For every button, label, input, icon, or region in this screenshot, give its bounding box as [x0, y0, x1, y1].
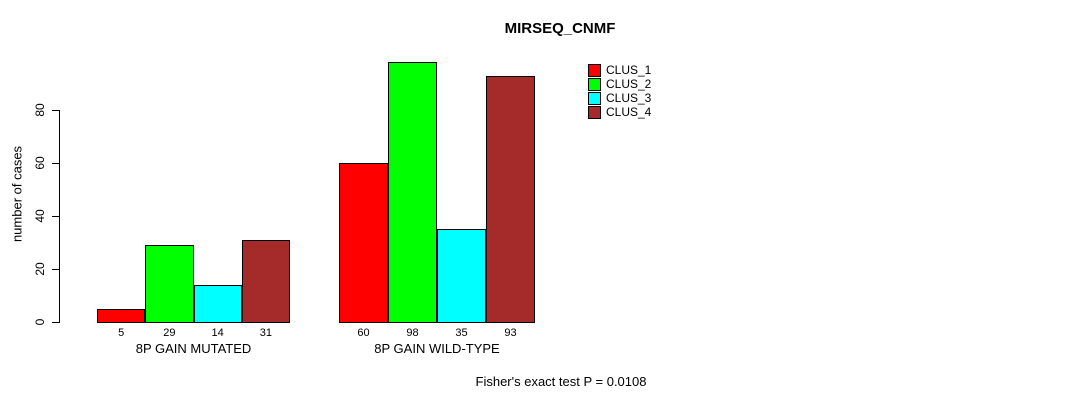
legend-label: CLUS_1: [606, 63, 652, 77]
y-axis-tick-label: 0: [33, 318, 47, 326]
bar: [193, 284, 242, 323]
legend-item: CLUS_3: [588, 91, 652, 105]
bar-value-label: 98: [406, 327, 419, 339]
bar: [388, 62, 437, 323]
y-axis-line: [59, 110, 60, 323]
legend-item: CLUS_1: [588, 63, 652, 77]
legend: CLUS_1 CLUS_2 CLUS_3 CLUS_4: [588, 63, 652, 119]
chart-title: MIRSEQ_CNMF: [504, 20, 616, 37]
y-axis-tick-label: 40: [33, 209, 47, 223]
legend-label: CLUS_4: [606, 105, 652, 119]
y-axis-tick: [52, 216, 59, 217]
y-axis-tick: [52, 269, 59, 270]
bar: [486, 75, 535, 323]
category-label: 8P GAIN MUTATED: [135, 341, 252, 356]
bar-value-label: 29: [163, 327, 176, 339]
bar-value-label: 5: [118, 327, 125, 339]
bar-value-label: 31: [259, 327, 272, 339]
legend-label: CLUS_3: [606, 91, 652, 105]
legend-swatch: [588, 63, 601, 77]
bar: [241, 239, 290, 323]
y-axis-tick: [52, 163, 59, 164]
bar: [437, 229, 486, 323]
legend-label: CLUS_2: [606, 77, 652, 91]
bar: [97, 308, 146, 323]
category-label: 8P GAIN WILD-TYPE: [374, 341, 500, 356]
bar-value-label: 93: [504, 327, 517, 339]
bar-value-label: 35: [455, 327, 468, 339]
legend-swatch: [588, 77, 601, 91]
bar: [145, 245, 194, 323]
legend-swatch: [588, 91, 601, 105]
legend-swatch: [588, 105, 601, 119]
bar: [339, 163, 388, 323]
bar-value-label: 14: [211, 327, 224, 339]
y-axis-tick-label: 60: [33, 156, 47, 170]
y-axis-tick: [52, 322, 59, 323]
y-axis-tick: [52, 110, 59, 111]
y-axis-tick-label: 80: [33, 103, 47, 117]
legend-item: CLUS_2: [588, 77, 652, 91]
bar-value-label: 60: [357, 327, 370, 339]
y-axis-tick-label: 20: [33, 262, 47, 276]
annotation-text: Fisher's exact test P = 0.0108: [475, 374, 647, 389]
legend-item: CLUS_4: [588, 105, 652, 119]
